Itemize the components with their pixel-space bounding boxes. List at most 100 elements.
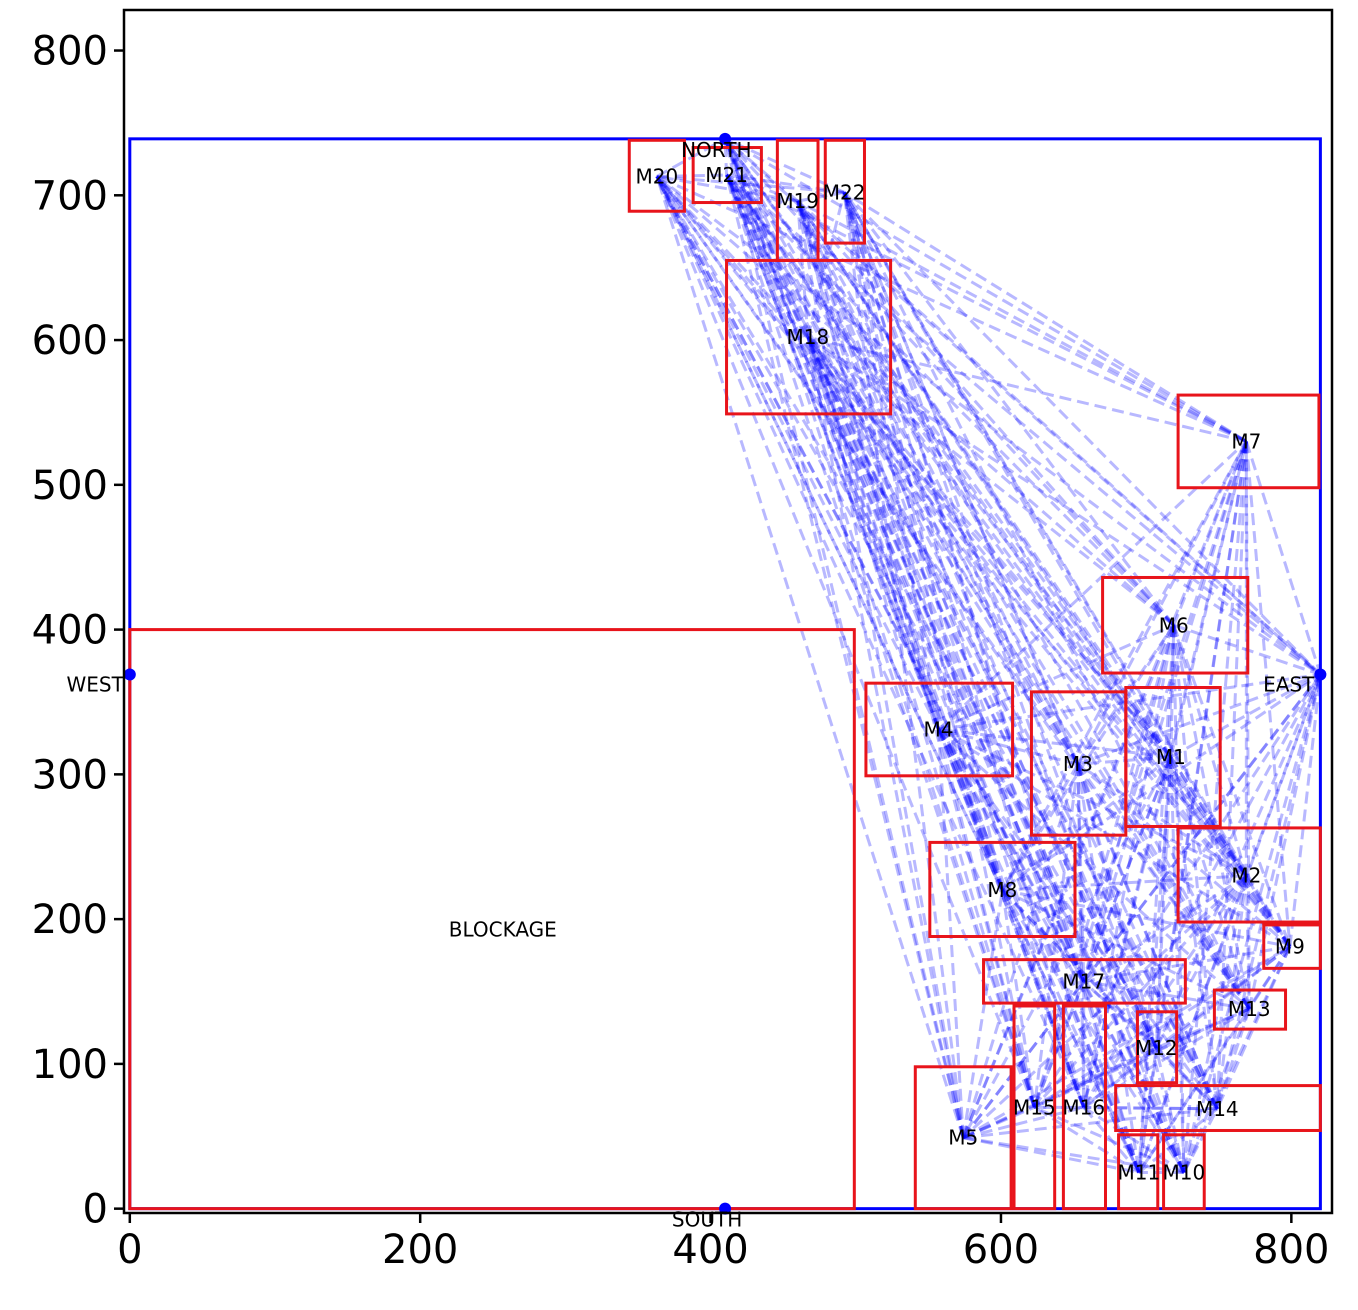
net-line-m8-m14	[1001, 889, 1219, 1110]
net-line-m3-m14	[1076, 763, 1219, 1110]
terminal-east-pin	[1314, 668, 1327, 681]
module-m5-rect	[913, 1065, 1013, 1211]
module-m22-rect	[823, 138, 866, 245]
x-tick-label: 0	[117, 1227, 142, 1273]
net-line-m1-m6	[1169, 625, 1176, 758]
net-line-m7-north	[724, 137, 1248, 443]
module-m15-label: M15	[1013, 1095, 1056, 1119]
net-line-m18-east	[807, 335, 1322, 676]
net-line-m3-m5	[961, 763, 1080, 1139]
net-lines	[655, 137, 1322, 1174]
blockage-label: BLOCKAGE	[449, 917, 557, 941]
module-m15-rect	[1012, 1004, 1057, 1211]
net-line-m4-m15	[937, 729, 1036, 1108]
net-line-m17-m19	[796, 200, 1086, 982]
net-line-m6-m19	[796, 200, 1175, 627]
module-m14-label: M14	[1196, 1097, 1239, 1121]
net-line-m5-m9	[962, 945, 1291, 1140]
net-line-m1-m21	[725, 174, 1173, 758]
net-line-m17-m22	[842, 191, 1086, 982]
net-line-m2-m3	[1077, 762, 1248, 877]
net-line-m13-north	[723, 138, 1251, 1010]
y-tick-label: 200	[32, 897, 108, 943]
net-line-m1-m2	[1169, 756, 1248, 877]
net-line-m5-m21	[725, 174, 965, 1139]
net-line-m2-north	[723, 137, 1248, 877]
module-m11-label: M11	[1118, 1160, 1161, 1184]
net-line-m7-m13	[1244, 441, 1251, 1009]
net-line-m4-m14	[937, 728, 1219, 1110]
net-line-m7-m12	[1154, 441, 1248, 1049]
net-line-m2-m16	[1082, 874, 1248, 1109]
net-line-m19-east	[796, 199, 1322, 676]
net-line-m7-m9	[1244, 441, 1292, 947]
net-line-m4-east	[938, 672, 1321, 731]
module-m20-label: M20	[635, 164, 678, 188]
net-line-m8-m9	[1002, 888, 1291, 949]
net-line-m2-m21	[725, 174, 1248, 877]
net-line-m8-m13	[1001, 888, 1250, 1011]
module-m8-label: M8	[987, 878, 1017, 902]
net-line-m2-m13	[1244, 875, 1251, 1009]
module-m3-label: M3	[1063, 752, 1093, 776]
net-line-m1-m14	[1169, 756, 1219, 1109]
net-line-m8-m16	[1001, 889, 1086, 1108]
net-line-m6-north	[723, 137, 1175, 627]
net-line-m9-m16	[1082, 945, 1291, 1109]
net-line-m1-m22	[842, 191, 1173, 758]
net-line-m6-m22	[842, 191, 1175, 627]
net-line-m18-m19	[796, 200, 810, 338]
net-line-m5-m10	[962, 1136, 1185, 1174]
net-line-m11-m19	[796, 200, 1141, 1173]
net-line-m1-m9	[1169, 756, 1292, 948]
net-line-m1-m12	[1154, 756, 1173, 1049]
net-line-m9-north	[723, 137, 1292, 948]
net-line-m9-m12	[1155, 945, 1291, 1050]
y-tick-label: 0	[83, 1187, 108, 1233]
module-m11-rect	[1117, 1133, 1160, 1211]
module-m9-label: M9	[1275, 935, 1305, 959]
net-line-m13-east	[1247, 674, 1322, 1010]
net-line-m17-east	[1082, 673, 1322, 983]
terminal-west-label: WEST	[66, 672, 124, 696]
y-tick-label: 300	[32, 752, 108, 798]
module-m20-rect	[627, 138, 686, 213]
net-line-m4-m17	[937, 728, 1086, 983]
module-m2-label: M2	[1231, 864, 1261, 888]
net-line-m5-m6	[961, 624, 1176, 1139]
net-line-m4-m22	[842, 192, 941, 730]
net-line-m10-m18	[806, 336, 1186, 1174]
net-line-m3-m21	[725, 174, 1080, 765]
net-line-m9-m14	[1215, 946, 1292, 1110]
net-line-m12-m14	[1155, 1046, 1219, 1110]
net-line-m3-m13	[1076, 763, 1251, 1010]
net-line-m9-m20	[655, 175, 1292, 948]
net-line-m1-m11	[1137, 756, 1173, 1173]
net-line-m7-m10	[1182, 441, 1248, 1173]
net-line-m2-m9	[1245, 874, 1292, 948]
net-line-m2-m4	[937, 728, 1247, 878]
net-line-m3-m12	[1076, 763, 1158, 1049]
net-line-m3-m10	[1076, 763, 1186, 1173]
module-m6-label: M6	[1159, 613, 1189, 637]
net-line-m14-m20	[655, 175, 1219, 1110]
net-line-m10-m12	[1154, 1047, 1186, 1173]
module-m5-label: M5	[948, 1126, 978, 1150]
terminal-north-label: NORTH	[681, 138, 751, 162]
net-line-m4-m20	[655, 175, 940, 731]
net-line-m16-north	[723, 138, 1086, 1108]
net-line-m10-m14	[1182, 1108, 1219, 1174]
net-line-m12-m18	[806, 336, 1158, 1049]
net-line-m12-east	[1154, 673, 1322, 1049]
net-line-m6-m7	[1172, 440, 1248, 626]
net-line-m12-m20	[655, 175, 1158, 1049]
net-line-m4-m6	[937, 623, 1175, 731]
net-line-m2-m22	[842, 191, 1248, 877]
net-line-m4-m18	[806, 336, 940, 730]
net-line-m5-m16	[962, 1105, 1085, 1140]
net-line-m4-m5	[937, 729, 965, 1138]
net-line-m1-m15	[1032, 756, 1173, 1108]
net-line-m6-m12	[1154, 625, 1176, 1049]
